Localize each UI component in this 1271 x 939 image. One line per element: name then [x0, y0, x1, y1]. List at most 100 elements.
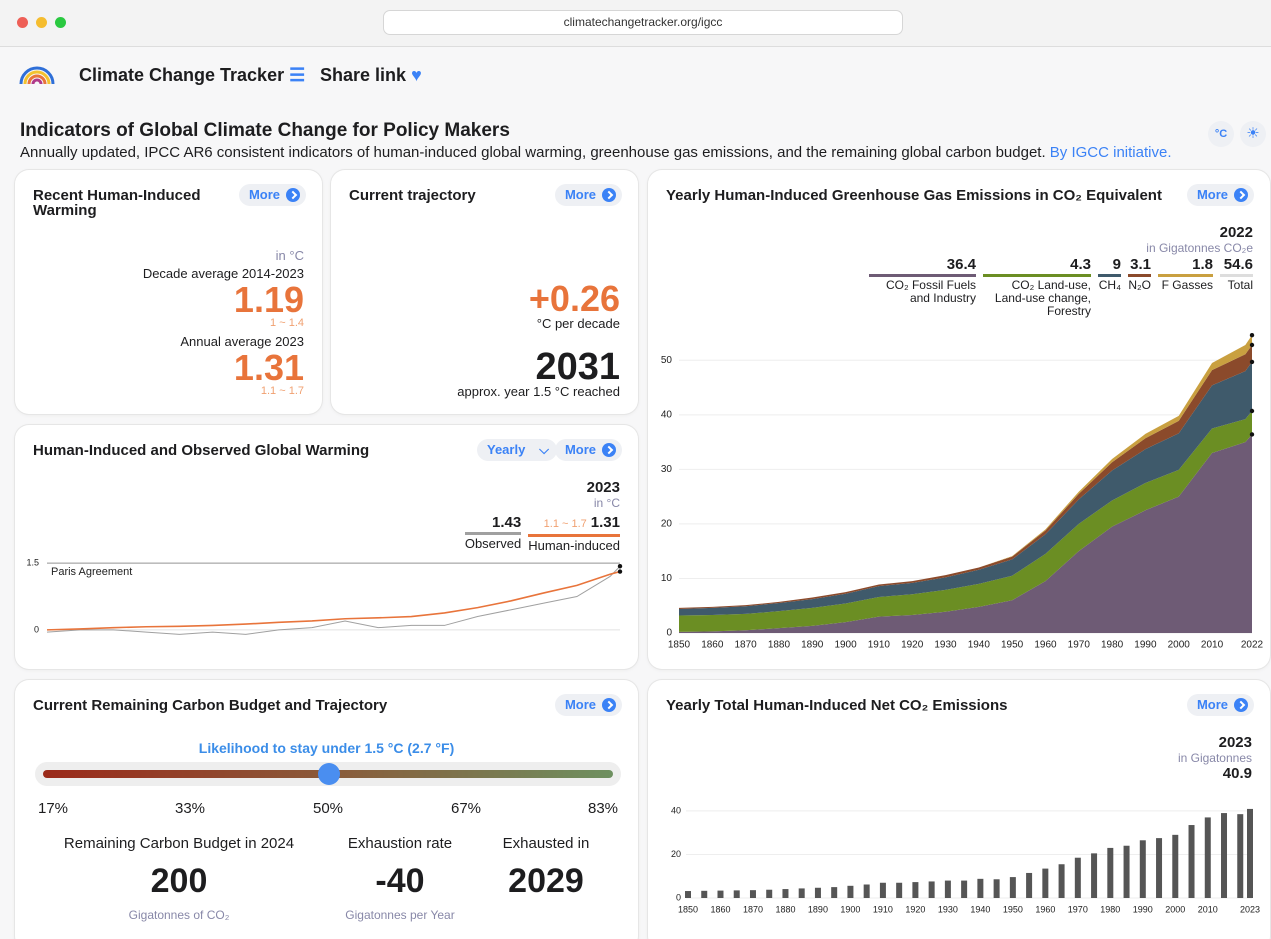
heart-icon: ♥ [411, 65, 422, 85]
legend-label: Total [1227, 278, 1253, 292]
budget-card: Current Remaining Carbon Budget and Traj… [15, 680, 638, 939]
card-title: Yearly Total Human-Induced Net CO₂ Emiss… [666, 697, 1008, 714]
legend-label: CO₂ Land-use, Land-use change, Forestry [994, 278, 1091, 318]
page-title: Indicators of Global Climate Change for … [20, 120, 510, 141]
co2-legend: 2023 in Gigatonnes 40.9 [1178, 734, 1252, 782]
legend-item: 1.1 ~ 1.7 1.31 Human-induced [528, 514, 620, 552]
legend-swatch [869, 274, 976, 277]
legend-value: 1.31 [590, 514, 620, 531]
legend-item: 1.8 F Gasses [1158, 256, 1213, 292]
label: Annual average 2023 [180, 334, 304, 349]
legend-label: CH₄ [1098, 278, 1121, 292]
legend-item: 4.3 CO₂ Land-use, Land-use change, Forest… [983, 256, 1091, 318]
stat: Exhausted in 2029 [426, 835, 666, 898]
more-button[interactable]: More [554, 184, 622, 206]
legend-label: N₂O [1128, 278, 1151, 292]
legend-year: 2023 [1218, 734, 1252, 751]
theme-toggle[interactable]: ☀ [1240, 121, 1266, 147]
more-text: More [564, 442, 596, 457]
initiative-link[interactable]: By IGCC initiative. [1049, 144, 1172, 161]
brand-text: Climate Change Tracker [79, 65, 285, 85]
more-text: More [564, 187, 596, 202]
stat-value: -40 [375, 862, 425, 900]
unit-toggle[interactable]: °C [1208, 121, 1234, 147]
ghg-legend: 36.4 CO₂ Fossil Fuels and Industry 4.3 CO₂ … [869, 256, 1253, 318]
co2-chart-card: Yearly Total Human-Induced Net CO₂ Emiss… [648, 680, 1270, 939]
ghg-legend-head: 2022 in Gigatonnes CO₂e [1146, 224, 1253, 255]
slider-thumb[interactable] [318, 763, 340, 785]
stat-unit: Gigatonnes per Year [345, 908, 455, 922]
more-button[interactable]: More [1186, 184, 1254, 206]
rate: +0.26 [528, 278, 620, 319]
card-title: Current trajectory [349, 187, 476, 204]
likelihood-label: 50% [312, 800, 344, 817]
legend-swatch [464, 532, 522, 535]
legend-value: 9 [1112, 256, 1121, 273]
more-button[interactable]: More [1186, 694, 1254, 716]
browser-bar: climatechangetracker.org/igcc [0, 0, 1271, 47]
subtitle-text: Annually updated, IPCC AR6 consistent in… [20, 144, 1046, 161]
zoom-button[interactable] [55, 17, 66, 28]
legend-item: 3.1 N₂O [1128, 256, 1151, 292]
share-text: Share link [320, 65, 407, 85]
stat-label: Exhausted in [502, 835, 590, 852]
legend-swatch [1098, 274, 1121, 277]
legend-label: Human-induced [528, 538, 620, 553]
likelihood-label: 67% [450, 800, 482, 817]
value: 1.19 [233, 279, 304, 320]
stat-value: 200 [150, 862, 208, 900]
legend-item: 9 CH₄ [1098, 256, 1121, 292]
legend-total: 54.6 [1223, 256, 1253, 273]
slider[interactable] [35, 762, 621, 786]
more-button[interactable]: More [554, 694, 622, 716]
legend-year: 2022 [1219, 224, 1253, 241]
more-button[interactable]: More [554, 439, 622, 461]
slider-title: Likelihood to stay under 1.5 °C (2.7 °F) [198, 740, 455, 756]
likelihood-label: 83% [587, 800, 619, 817]
legend-swatch [1128, 274, 1151, 277]
legend-range: 1.1 ~ 1.7 [543, 518, 587, 530]
legend-item: 1.43 Observed [464, 514, 522, 551]
legend-row: 1.1 ~ 1.7 1.31 [528, 514, 620, 533]
likelihood-label: 33% [174, 800, 206, 817]
stat-value: 2029 [508, 862, 584, 900]
legend-swatch [1158, 274, 1213, 277]
legend-row: 1.43 [465, 514, 521, 531]
legend-value: 40.9 [1222, 765, 1252, 782]
minimize-button[interactable] [36, 17, 47, 28]
range: 1.1 ~ 1.7 [260, 385, 304, 397]
address-bar[interactable]: climatechangetracker.org/igcc [383, 10, 903, 35]
brand[interactable]: Climate Change Tracker ☰ [79, 65, 305, 86]
legend-value: 1.8 [1192, 256, 1213, 273]
legend-value: 1.43 [492, 514, 522, 531]
url: climatechangetracker.org/igcc [563, 15, 723, 29]
range: 1 ~ 1.4 [270, 317, 304, 329]
legend-item: 36.4 CO₂ Fossil Fuels and Industry [869, 256, 976, 305]
stat-label: Remaining Carbon Budget in 2024 [63, 835, 295, 852]
menu-icon[interactable]: ☰ [289, 65, 306, 85]
logo[interactable] [18, 60, 56, 86]
legend-unit: in Gigatonnes [1177, 751, 1252, 765]
legend-label: F Gasses [1161, 278, 1213, 292]
legend-swatch [528, 534, 620, 537]
card-title: Current Remaining Carbon Budget and Traj… [33, 697, 388, 714]
more-button[interactable]: More [238, 184, 306, 206]
more-text: More [1196, 697, 1228, 712]
stat: Remaining Carbon Budget in 2024 200 Gigato… [59, 835, 299, 922]
legend-value: 36.4 [946, 256, 976, 273]
stat-label: Exhaustion rate [347, 835, 453, 852]
legend-swatch [1220, 274, 1253, 277]
dropdown[interactable]: Yearly ⌵ [477, 439, 557, 461]
more-text: More [564, 697, 596, 712]
label: Decade average 2014-2023 [142, 266, 304, 281]
share[interactable]: Share link ♥ [320, 65, 422, 86]
likelihood-label: 17% [37, 800, 69, 817]
close-button[interactable] [17, 17, 28, 28]
card-title: Human-Induced and Observed Global Warmin… [33, 442, 370, 459]
value: 1.31 [233, 347, 304, 388]
card-title: Recent Human-Induced Warming [33, 187, 201, 219]
legend-label: Observed [464, 536, 522, 551]
card-title: Yearly Human-Induced Greenhouse Gas Emis… [666, 187, 1162, 204]
legend-unit: in Gigatonnes CO₂e [1146, 241, 1253, 255]
